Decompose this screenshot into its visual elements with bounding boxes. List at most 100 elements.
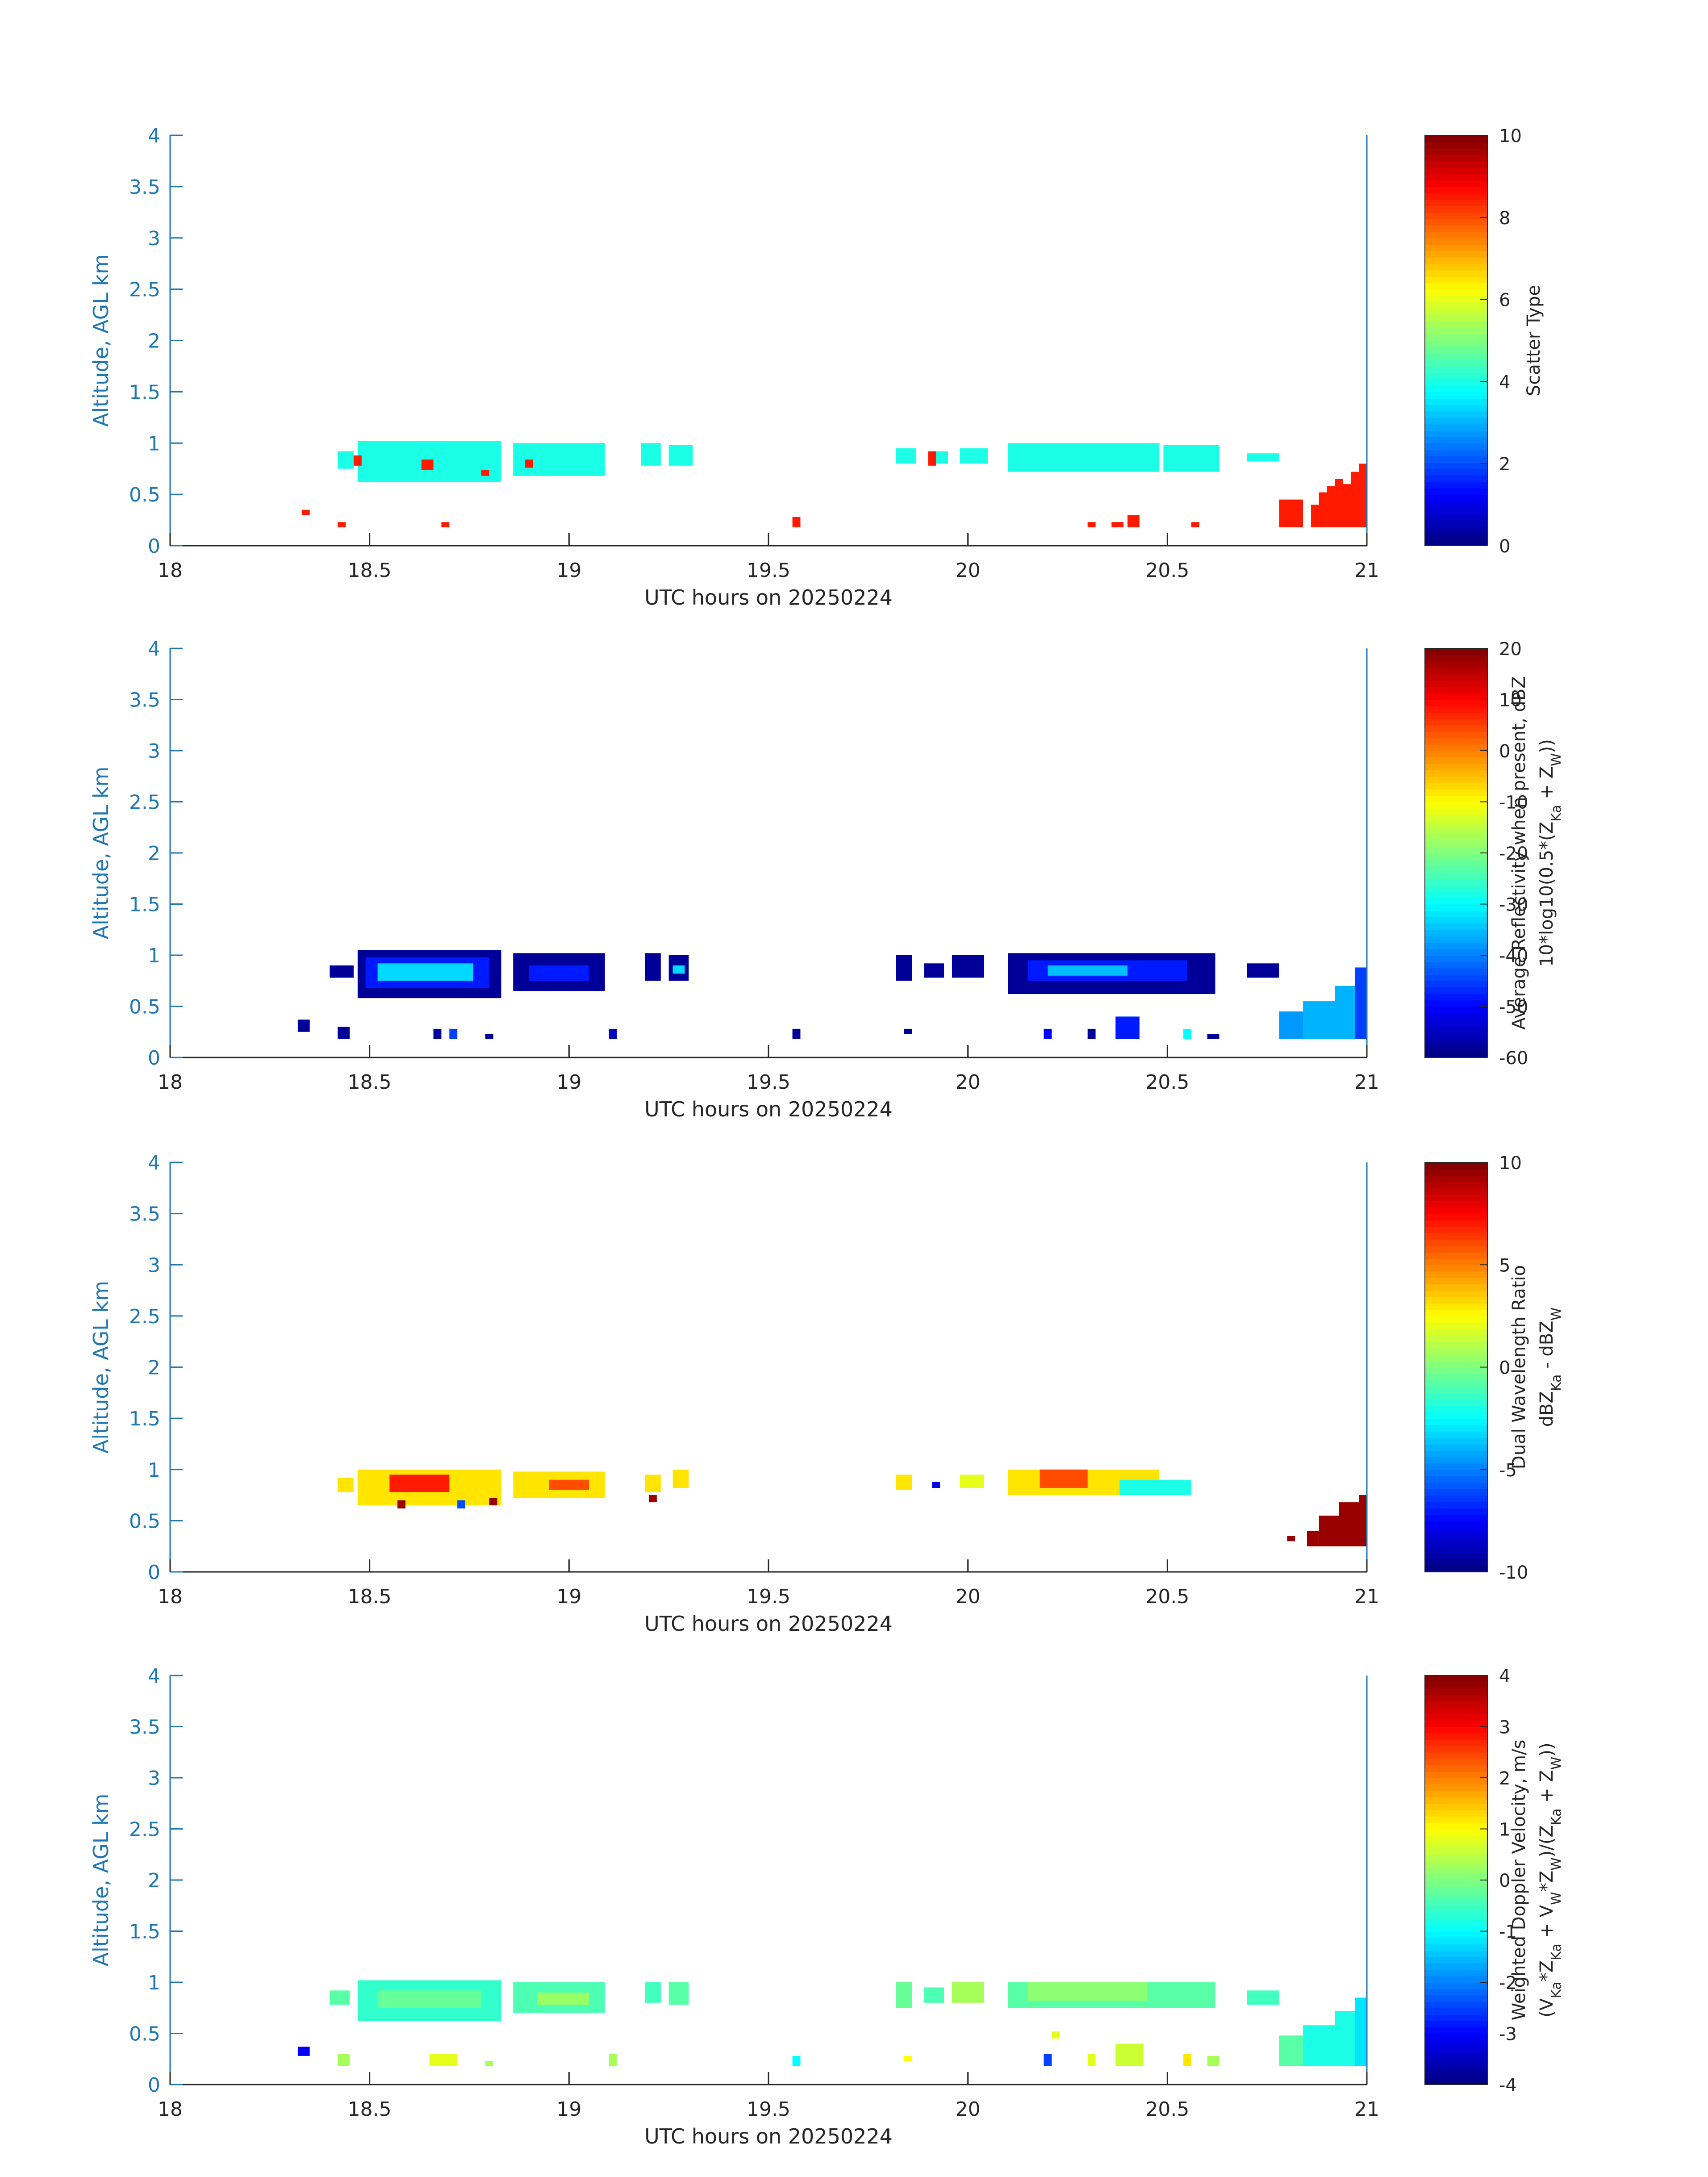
colorbar-swatch [1425, 2039, 1487, 2047]
heatmap-cell [960, 448, 988, 464]
colorbar-swatch [1425, 1822, 1487, 1830]
y-tick-label: 2.5 [129, 1818, 160, 1841]
colorbar-swatch [1425, 1277, 1487, 1285]
colorbar-swatch [1425, 1488, 1487, 1496]
y-tick-label: 1 [148, 1972, 160, 1994]
colorbar-swatch [1425, 834, 1487, 841]
colorbar-swatch [1425, 2008, 1487, 2015]
heatmap-cell [1087, 2054, 1096, 2066]
colorbar-swatch [1425, 1425, 1487, 1432]
colorbar-swatch [1425, 2027, 1487, 2034]
colorbar-swatch [1425, 257, 1487, 264]
heatmap-cell [896, 955, 912, 981]
colorbar-swatch [1425, 199, 1487, 206]
heatmap-cell [1119, 1479, 1191, 1496]
x-tick-label: 21 [1354, 1071, 1379, 1094]
heatmap-cell [1247, 453, 1279, 462]
colorbar-tick-label: 5 [1499, 1255, 1510, 1276]
heatmap-cell [645, 1475, 661, 1492]
y-tick-label: 2.5 [129, 1305, 160, 1328]
colorbar-swatch [1425, 936, 1487, 943]
colorbar-swatch [1425, 1038, 1487, 1045]
colorbar-swatch [1425, 1752, 1487, 1759]
colorbar-swatch [1425, 1886, 1487, 1893]
x-axis-label: UTC hours on 20250224 [644, 2124, 893, 2148]
colorbar-swatch [1425, 1303, 1487, 1310]
colorbar-swatch [1425, 706, 1487, 713]
colorbar-label: Weighted Doppler Velocity, m/s [1509, 1740, 1529, 2021]
heatmap-cell [1335, 2011, 1355, 2066]
colorbar-swatch [1425, 1713, 1487, 1721]
heatmap-cell [649, 1495, 657, 1503]
heatmap-cell [609, 2054, 617, 2066]
colorbar-frame [1424, 135, 1488, 546]
y-tick-label: 3.5 [129, 1716, 160, 1739]
heatmap-cell [1247, 963, 1279, 978]
colorbar-tick-label: -50 [1499, 997, 1528, 1018]
colorbar-swatch [1425, 655, 1487, 662]
heatmap-cell [645, 1982, 661, 2003]
colorbar-swatch [1425, 155, 1487, 162]
colorbar-swatch [1425, 1200, 1487, 1208]
heatmap-cell [1307, 1531, 1319, 1546]
heatmap-cell [896, 1982, 912, 2008]
heatmap-cell [397, 1500, 406, 1508]
y-axis-label: Altitude, AGL km [89, 1281, 113, 1454]
colorbar-tick-label: 2 [1499, 1768, 1510, 1789]
y-tick-label: 1.5 [129, 894, 160, 916]
colorbar-swatch [1425, 923, 1487, 930]
x-tick-label: 20 [956, 2098, 981, 2121]
colorbar-tick-label: -4 [1499, 2075, 1517, 2096]
colorbar-swatch [1425, 392, 1487, 399]
colorbar-swatch [1425, 808, 1487, 815]
y-axis-label: Altitude, AGL km [89, 254, 113, 427]
heatmap-cell [489, 1498, 497, 1505]
colorbar-swatch [1425, 436, 1487, 444]
colorbar-swatch [1425, 1880, 1487, 1887]
colorbar-swatch [1425, 385, 1487, 393]
colorbar: 0 2 4 6 8 10 Scatter Type [1424, 126, 1544, 557]
heatmap-cell [960, 1475, 984, 1488]
colorbar-swatch [1425, 135, 1487, 142]
colorbar-swatch [1425, 1726, 1487, 1734]
colorbar-swatch [1425, 1861, 1487, 1868]
colorbar-swatch [1425, 1944, 1487, 1951]
colorbar-swatch [1425, 218, 1487, 226]
x-tick-label: 19 [556, 2098, 581, 2121]
heatmap-cell [330, 1990, 350, 2005]
colorbar-tick-label: -2 [1499, 1973, 1517, 1993]
heatmap-cell [537, 1992, 589, 2005]
colorbar-swatch [1425, 993, 1487, 1001]
colorbar-swatch [1425, 1720, 1487, 1727]
colorbar-swatch [1425, 238, 1487, 245]
colorbar-swatch [1425, 1265, 1487, 1272]
colorbar-swatch [1425, 1469, 1487, 1477]
colorbar-swatch [1425, 1521, 1487, 1528]
colorbar-label: Average Reflectivity when present, dBZ [1509, 676, 1529, 1029]
colorbar-swatch [1425, 1816, 1487, 1823]
colorbar-swatch [1425, 1399, 1487, 1406]
colorbar-swatch [1425, 1348, 1487, 1355]
colorbar-swatch [1425, 533, 1487, 540]
colorbar-swatch [1425, 1373, 1487, 1381]
heatmap-cell [1027, 1982, 1148, 2001]
colorbar-swatch [1425, 987, 1487, 994]
colorbar-label: Scatter Type [1524, 285, 1544, 396]
y-tick-label: 3 [148, 740, 160, 763]
heatmap-cell [429, 2054, 458, 2066]
heatmap-cell [1311, 505, 1319, 527]
colorbar-swatch [1425, 2020, 1487, 2028]
colorbar-swatch [1425, 1912, 1487, 1919]
colorbar-swatch [1425, 161, 1487, 168]
colorbar-swatch [1425, 481, 1487, 489]
colorbar-swatch [1425, 1032, 1487, 1039]
heatmap-cell [1087, 522, 1096, 527]
colorbar-swatch [1425, 1495, 1487, 1502]
y-tick-label: 2 [148, 842, 160, 865]
colorbar-swatch [1425, 1316, 1487, 1323]
colorbar-swatch [1425, 1790, 1487, 1797]
colorbar-swatch [1425, 699, 1487, 706]
colorbar-tick-label: 0 [1499, 536, 1510, 557]
colorbar-swatch [1425, 2065, 1487, 2073]
heatmap-cell [485, 2061, 493, 2066]
